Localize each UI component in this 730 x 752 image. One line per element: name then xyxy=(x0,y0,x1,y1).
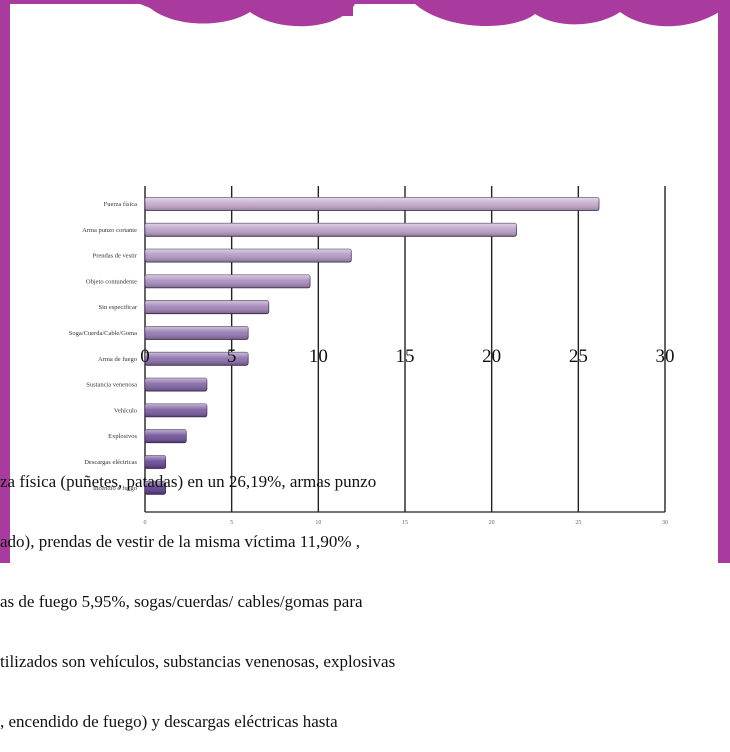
caption-text: za física (puñetes, patadas) en un 26,19… xyxy=(0,432,700,752)
caption-line: as de fuego 5,95%, sogas/cuerdas/ cables… xyxy=(0,592,363,611)
category-label: Prendas de vestir xyxy=(93,253,138,260)
category-label: Sin especificar xyxy=(99,304,138,311)
bar-highlight xyxy=(145,378,207,392)
header-decoration xyxy=(0,0,730,27)
tick-label-large: 30 xyxy=(656,346,675,367)
tick-label-large: 25 xyxy=(569,346,588,367)
bar-highlight xyxy=(145,326,249,340)
caption-line: tilizados son vehículos, substancias ven… xyxy=(0,652,396,671)
bar-highlight xyxy=(145,352,249,366)
bar-highlight xyxy=(145,429,187,443)
header-wave xyxy=(0,0,730,27)
bar-highlight xyxy=(145,197,599,211)
category-label: Incendio o fuego xyxy=(93,485,137,492)
tick-label-large: 15 xyxy=(396,346,415,367)
category-label: Arma de fuego xyxy=(98,356,137,363)
tick-label: 30 xyxy=(662,520,668,526)
tick-label-large: 20 xyxy=(482,346,501,367)
tick-label-large: 10 xyxy=(309,346,328,367)
tick-label: 25 xyxy=(575,520,581,526)
tick-label: 15 xyxy=(402,520,408,526)
bar-highlight xyxy=(145,455,166,469)
category-label: Soga/Cuerda/Cable/Goma xyxy=(69,330,137,337)
bar-highlight xyxy=(145,403,207,417)
category-label: Descargas eléctricas xyxy=(84,459,137,466)
tick-label: 20 xyxy=(489,520,495,526)
bar-chart: Fuerza física Arma punzo cortante Prendas … xyxy=(69,186,675,526)
tick-label-large: 0 xyxy=(140,346,150,367)
bar-highlight xyxy=(145,481,166,495)
tick-label: 0 xyxy=(144,520,147,526)
bar-highlight xyxy=(145,274,311,288)
tick-label: 10 xyxy=(315,520,321,526)
caption-line: , encendido de fuego) y descargas eléctr… xyxy=(0,712,338,731)
category-label: Objeto contundente xyxy=(86,278,137,285)
bar-highlight xyxy=(145,300,269,314)
caption-line: za física (puñetes, patadas) en un 26,19… xyxy=(0,472,377,491)
category-label: Sustancia venenosa xyxy=(86,382,137,389)
category-label: Fuerza física xyxy=(104,201,138,208)
bar-highlight xyxy=(145,249,352,263)
category-label: Explosivos xyxy=(108,433,137,440)
tick-label-large: 5 xyxy=(227,346,237,367)
bar-highlight xyxy=(145,223,517,237)
tick-label: 5 xyxy=(230,520,233,526)
slide-frame xyxy=(0,0,730,563)
category-label: Arma punzo cortante xyxy=(82,227,137,234)
caption-line: ado), prendas de vestir de la misma víct… xyxy=(0,532,361,551)
category-label: Vehículo xyxy=(114,407,137,414)
header-notch xyxy=(313,0,353,16)
